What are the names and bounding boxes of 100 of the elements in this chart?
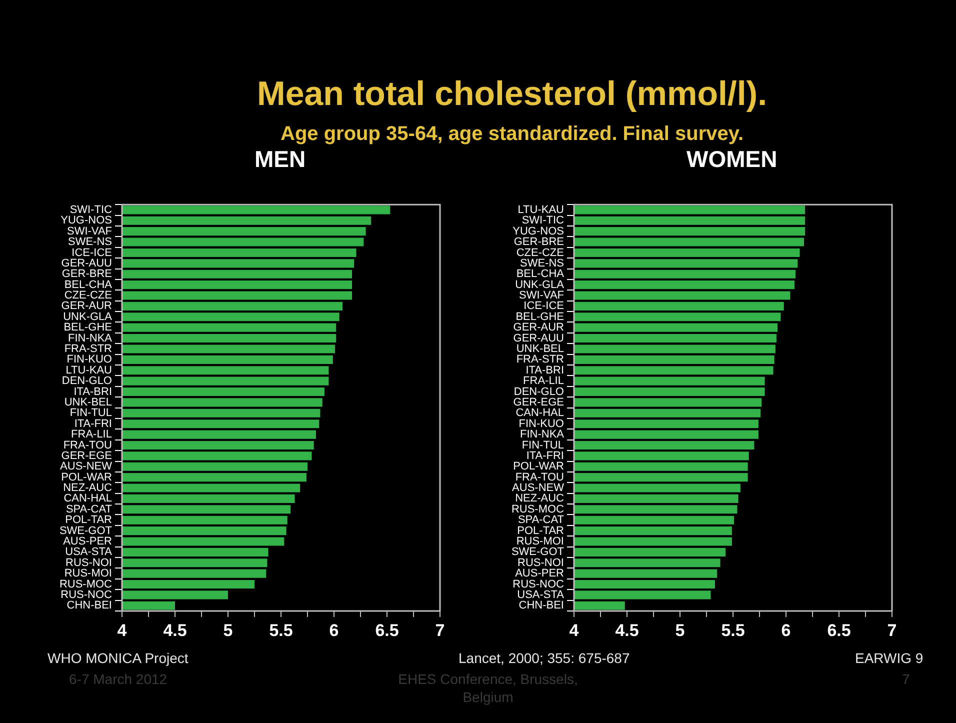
y-tick-label: SPA-CAT [518,514,564,526]
y-tick-label: YUG-NOS [60,214,112,227]
y-tick-label: SWE-GOT [59,524,112,537]
x-tick-label: 7 [887,620,897,640]
y-tick-label: POL-WAR [61,471,112,484]
y-tick-label: SWI-VAF [66,225,112,238]
x-tick-label: 5.5 [269,620,293,640]
chart-title: WOMEN [686,146,778,173]
y-tick-label: POL-TAR [517,524,564,537]
y-tick-label: GER-AUR [61,300,112,312]
y-tick-label: UNK-BEL [516,343,564,356]
y-tick-label: SWI-TIC [70,204,112,216]
y-tick-label: RUS-MOI [516,536,564,548]
y-tick-label: AUS-NEW [60,460,113,473]
y-tick-label: RUS-NOC [60,588,112,601]
y-tick-label: NEZ-AUC [63,482,112,494]
y-tick-label: AUS-PER [63,536,112,548]
y-tick-label: AUS-PER [515,568,564,580]
y-tick-label: RUS-NOI [518,556,564,569]
x-tick-label: 6 [781,620,791,640]
y-tick-label: FIN-NKA [520,428,565,441]
text: Lancet, 2000; 355: 675-687 [458,650,630,666]
y-tick-label: POL-TAR [65,514,112,526]
text: EHES Conference, Brussels, Belgium [397,671,579,706]
y-tick-label: FIN-KUO [518,418,564,430]
y-tick-label: BEL-CHA [64,278,113,291]
y-tick-label: GER-AUU [61,257,112,270]
y-tick-label: USA-STA [65,546,113,558]
y-tick-label: DEN-GLO [62,375,112,388]
y-tick-label: FIN-KUO [66,354,112,366]
y-tick-label: BEL-CHA [516,268,565,280]
y-tick-label: CZE-CZE [516,246,564,259]
text: Mean total cholesterol (mmol/l). [257,75,768,114]
y-tick-label: GER-BRE [62,268,112,280]
y-tick-label: AUS-NEW [512,482,565,494]
y-tick-label: GER-EGE [61,450,112,462]
y-tick-label: SWE-NS [520,257,564,270]
y-tick-label: LTU-KAU [518,204,564,216]
y-tick-label: SPA-CAT [66,503,112,516]
y-tick-label: FRA-STR [516,354,564,366]
y-tick-label: ITA-BRI [526,364,564,376]
y-tick-label: GER-BRE [514,236,564,248]
y-tick-label: RUS-NOI [66,556,112,569]
x-tick-label: 4.5 [615,620,639,640]
x-tick-label: 6.5 [375,620,399,640]
y-tick-label: UNK-GLA [515,278,565,291]
x-tick-label: 5.5 [721,620,745,640]
y-tick-label: GER-AUU [513,332,564,344]
y-tick-label: CHN-BEI [518,600,564,612]
y-tick-label: SWI-VAF [518,290,564,302]
y-tick-label: FIN-TUL [70,407,112,420]
y-tick-label: LTU-KAU [66,364,112,376]
x-tick-label: 5 [223,620,233,640]
x-tick-label: 4.5 [163,620,187,640]
y-tick-label: CAN-HAL [516,407,564,420]
y-tick-label: ITA-FRI [526,450,564,462]
y-tick-label: ICE-ICE [72,246,112,259]
x-tick-label: 7 [435,620,445,640]
y-tick-label: FRA-TOU [515,471,564,484]
y-tick-label: SWE-NS [68,236,112,248]
y-tick-label: ICE-ICE [524,300,564,312]
y-tick-label: ITA-FRI [74,418,112,430]
y-tick-label: FRA-LIL [71,428,112,441]
y-tick-label: RUS-NOC [512,578,564,590]
x-tick-label: 4 [117,620,128,640]
y-tick-label: CHN-BEI [66,600,112,612]
y-tick-label: ITA-BRI [74,386,112,398]
y-tick-label: FRA-LIL [523,375,564,388]
x-tick-label: 5 [675,620,685,640]
y-tick-label: POL-WAR [513,460,564,473]
y-tick-label: UNK-GLA [63,310,113,323]
y-tick-label: UNK-BEL [64,396,112,408]
x-tick-label: 6 [329,620,339,640]
y-tick-label: USA-STA [517,588,565,601]
y-tick-label: FIN-NKA [68,332,113,344]
y-tick-label: GER-EGE [513,396,564,408]
x-tick-label: 6.5 [827,620,851,640]
text: WHO MONICA Project [48,650,188,666]
y-tick-label: YUG-NOS [512,225,564,238]
y-tick-label: RUS-MOC [59,578,112,590]
y-tick-label: GER-AUR [513,322,564,334]
y-tick-label: CZE-CZE [64,290,112,302]
chart-title: MEN [254,146,306,173]
x-tick-label: 4 [569,620,580,640]
y-tick-label: NEZ-AUC [515,492,564,505]
text: EARWIG 9 [855,650,924,666]
y-tick-label: SWI-TIC [522,214,564,227]
y-tick-label: FIN-TUL [522,439,564,452]
y-tick-label: SWE-GOT [511,546,564,558]
text: Age group 35-64, age standardized. Final survey. [280,123,744,146]
y-tick-label: FRA-STR [64,343,112,356]
text: 7 [902,671,910,687]
y-tick-label: DEN-GLO [514,386,564,398]
text: 6-7 March 2012 [69,671,168,687]
y-tick-label: CAN-HAL [64,492,112,505]
y-tick-label: RUS-MOC [511,503,564,516]
y-tick-label: RUS-MOI [64,568,112,580]
y-tick-label: BEL-GHE [516,310,564,323]
y-tick-label: FRA-TOU [63,439,112,452]
y-tick-label: BEL-GHE [64,322,112,334]
